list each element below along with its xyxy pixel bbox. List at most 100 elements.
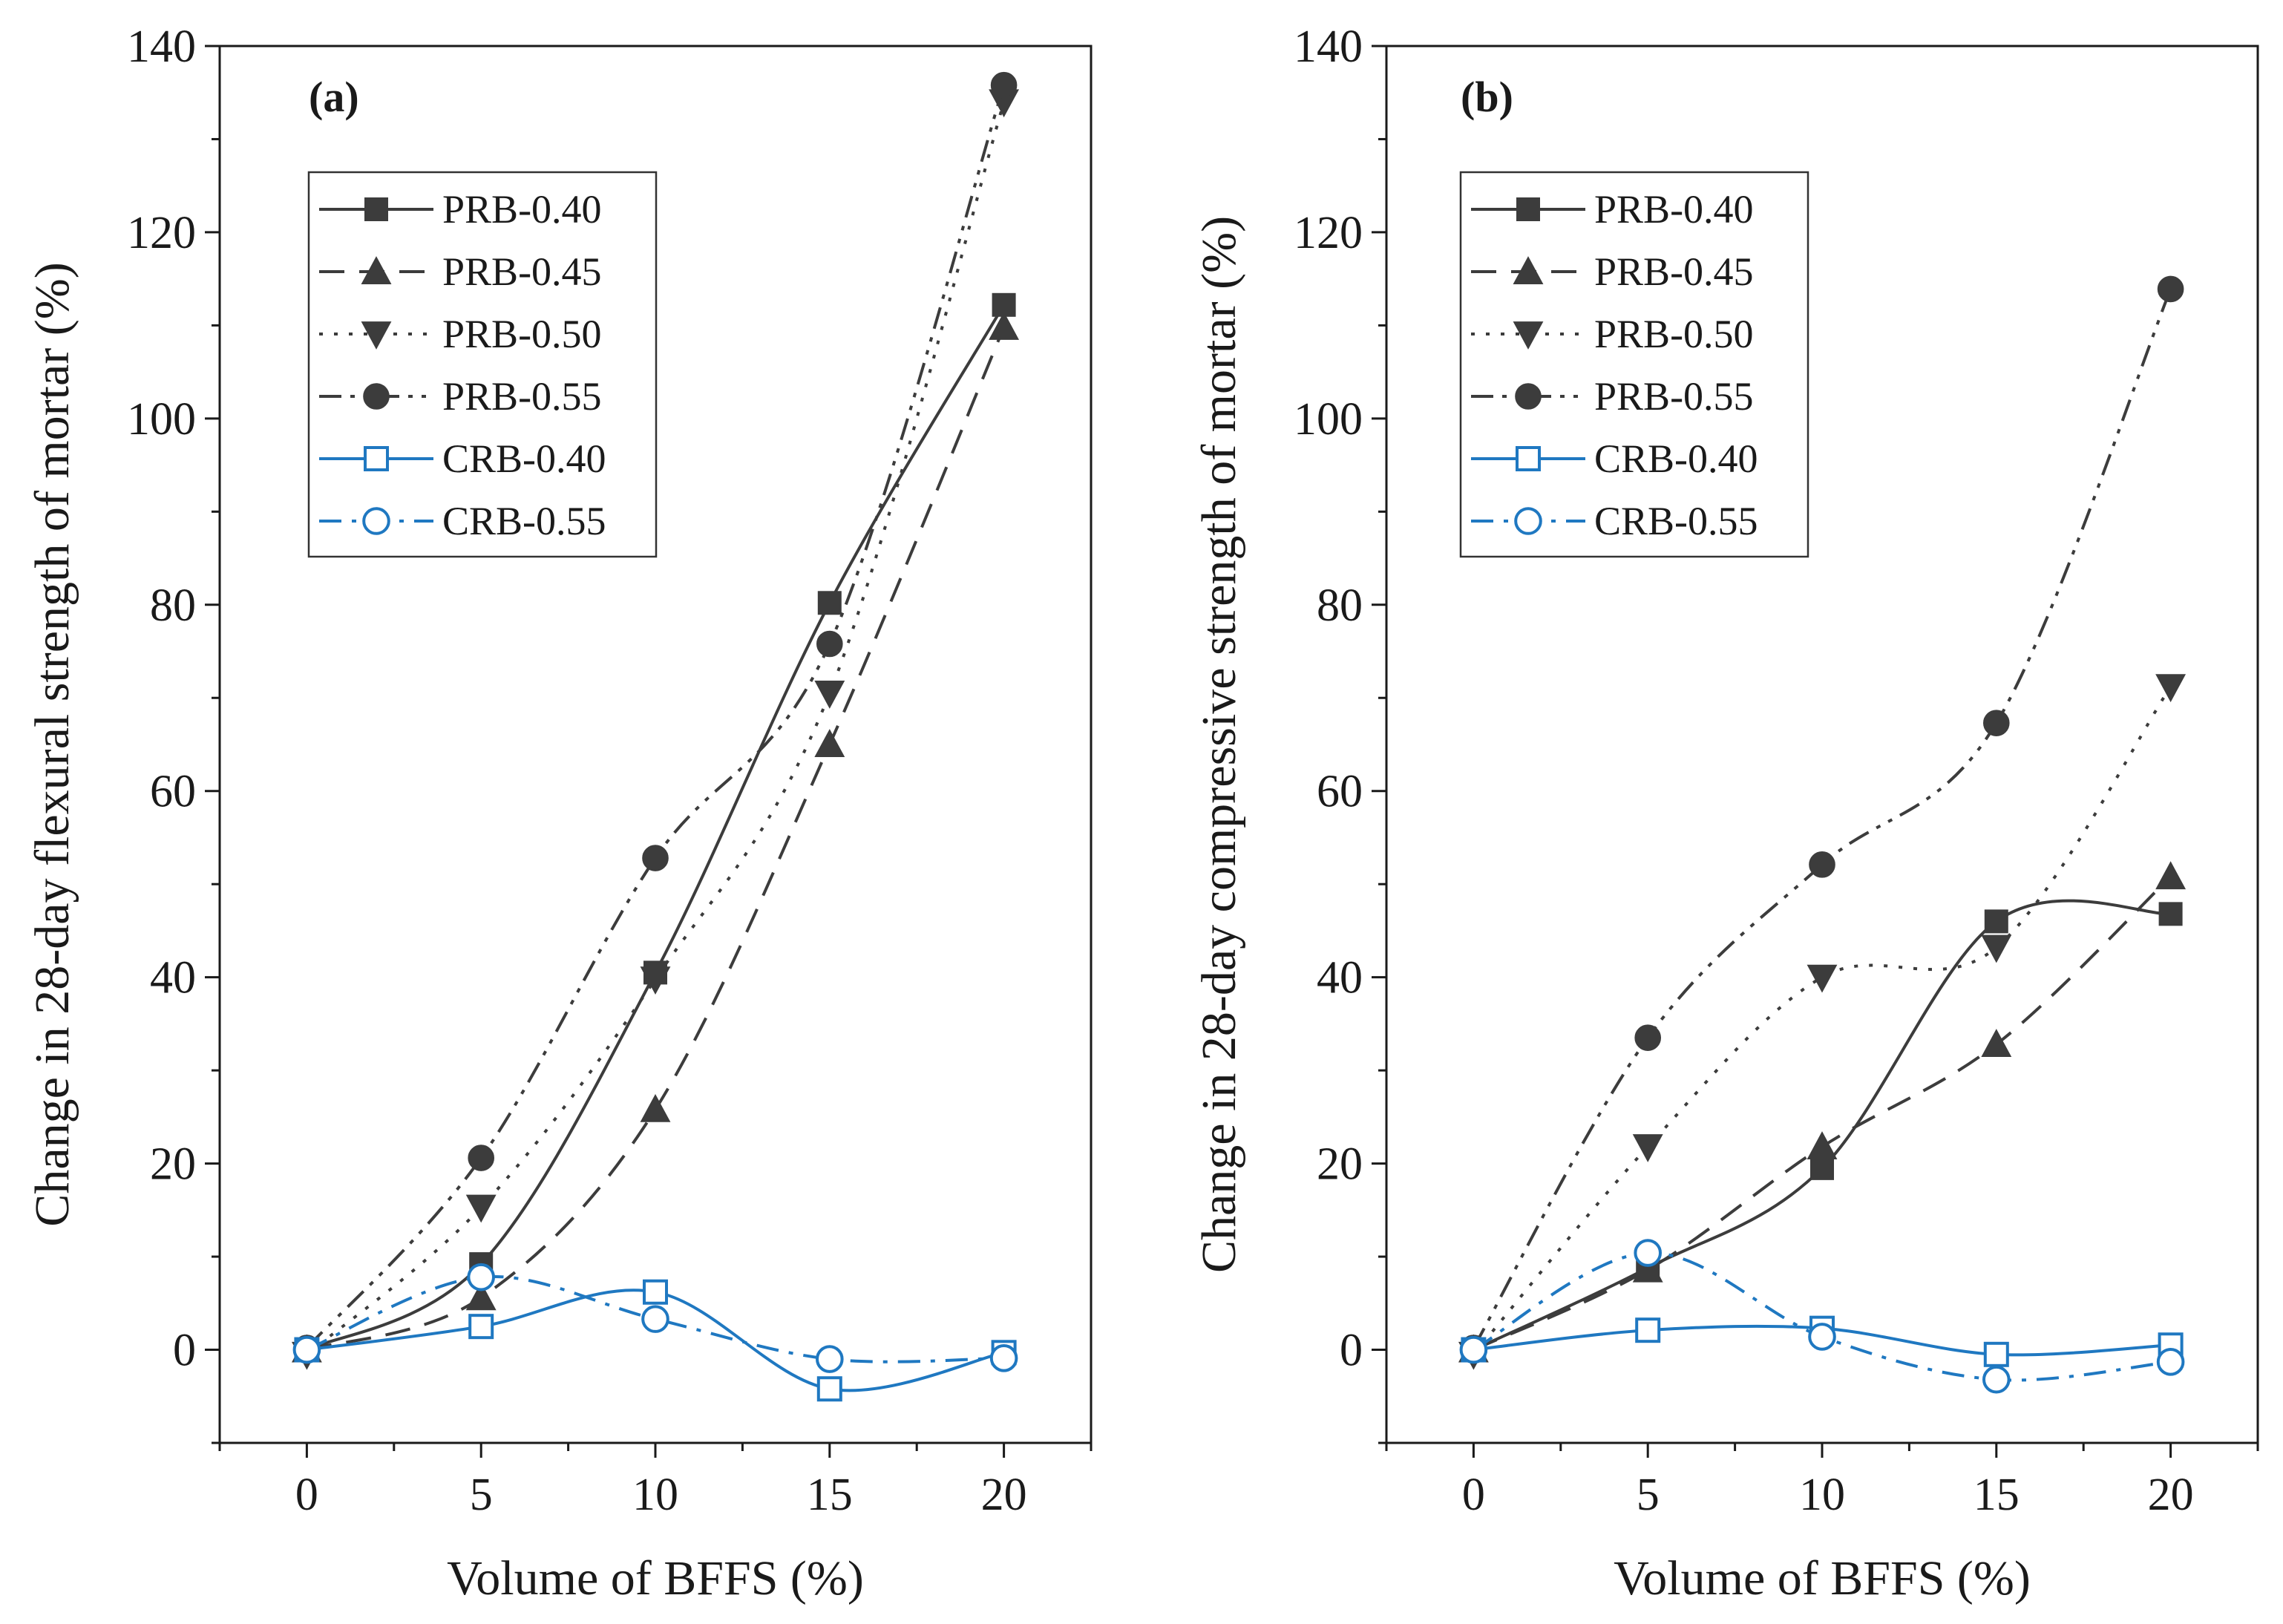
- x-tick-label: 10: [632, 1470, 678, 1520]
- panel-b-label: (b): [1461, 73, 1513, 121]
- circle-marker: [642, 845, 669, 871]
- triangle-down-marker: [1632, 1134, 1663, 1162]
- square-marker: [1516, 446, 1541, 471]
- triangle-down-marker: [1981, 934, 2012, 963]
- y-tick-label: 100: [1294, 394, 1363, 445]
- circle-marker: [1634, 1239, 1662, 1267]
- circle-marker: [1982, 1365, 2011, 1394]
- legend-item: [1471, 383, 1585, 410]
- legend-item: [319, 446, 433, 471]
- panel-b-legend-label: PRB-0.45: [1594, 249, 1754, 294]
- panel-b-legend-label: PRB-0.55: [1594, 374, 1754, 419]
- square-marker: [1516, 197, 1540, 221]
- x-tick-label: 5: [470, 1470, 493, 1520]
- triangle-down-marker: [465, 1194, 497, 1223]
- triangle-down-marker: [814, 681, 845, 709]
- triangle-down-marker: [2155, 674, 2187, 703]
- circle-marker: [2157, 275, 2184, 303]
- series-CRB-0.55: [292, 1263, 1018, 1373]
- y-tick-label: 20: [1317, 1139, 1363, 1190]
- triangle-down-marker: [361, 321, 392, 350]
- y-tick-label: 0: [1340, 1326, 1363, 1376]
- y-tick-label: 80: [150, 580, 196, 631]
- y-tick-label: 80: [1317, 580, 1363, 631]
- circle-marker: [1515, 383, 1542, 410]
- series-line: [306, 304, 1006, 1352]
- square-marker: [364, 197, 388, 221]
- panel-a-ticks: 0 5 10 15 20 0 20 40 60 80 100 120 140: [127, 22, 1093, 1520]
- square-marker: [1983, 1341, 2009, 1367]
- panel-a-x-axis-title: Volume of BFFS (%): [447, 1551, 864, 1605]
- circle-marker: [467, 1263, 496, 1291]
- triangle-down-marker: [1513, 321, 1544, 350]
- legend-item: [319, 321, 433, 350]
- triangle-up-marker: [989, 312, 1020, 340]
- series-line: [1472, 686, 2172, 1356]
- panel-b-ticks: 0 5 10 15 20 0 20 40 60 80 100 120 140: [1294, 22, 2259, 1520]
- y-tick-label: 60: [1317, 767, 1363, 817]
- panel-b-x-axis-title: Volume of BFFS (%): [1614, 1551, 2031, 1605]
- y-tick-label: 140: [1294, 22, 1363, 72]
- x-tick-label: 5: [1637, 1470, 1660, 1520]
- triangle-down-marker: [640, 966, 671, 995]
- panel-a-legend-label: CRB-0.40: [442, 436, 606, 481]
- panel-a-legend-label: PRB-0.45: [442, 249, 602, 294]
- circle-marker: [816, 1345, 844, 1373]
- series-PRB-0.50: [1458, 674, 2187, 1370]
- x-tick-label: 20: [2148, 1470, 2194, 1520]
- circle-marker: [990, 71, 1018, 99]
- circle-marker: [1459, 1335, 1488, 1364]
- y-tick-label: 40: [1317, 953, 1363, 1003]
- legend-item: [319, 197, 433, 221]
- triangle-up-marker: [361, 256, 392, 284]
- series-PRB-0.45: [1458, 861, 2187, 1363]
- legend-item: [1471, 321, 1585, 350]
- circle-marker: [1809, 851, 1835, 878]
- panel-a-y-axis-title: Change in 28-day flexural strength of mo…: [25, 262, 79, 1226]
- x-tick-label: 15: [1974, 1470, 2020, 1520]
- triangle-up-marker: [1632, 1254, 1663, 1283]
- y-tick-label: 0: [173, 1326, 196, 1376]
- triangle-up-marker: [640, 1093, 671, 1122]
- panel-a-legend-label: PRB-0.40: [442, 187, 602, 232]
- x-tick-label: 0: [295, 1470, 318, 1520]
- square-marker: [1984, 909, 2008, 934]
- panel-b-y-axis-title: Change in 28-day compressive strength of…: [1192, 216, 1246, 1273]
- square-marker: [1635, 1317, 1661, 1343]
- square-marker: [816, 1376, 842, 1402]
- panel-b-legend: PRB-0.40 PRB-0.45 PRB-0.50 PRB-0.55 CRB-…: [1459, 171, 1809, 558]
- panel-a-legend-label: PRB-0.50: [442, 312, 602, 356]
- circle-marker: [468, 1145, 495, 1171]
- y-tick-label: 120: [1294, 208, 1363, 258]
- circle-marker: [362, 507, 390, 535]
- circle-marker: [363, 383, 390, 410]
- y-tick-label: 20: [150, 1139, 196, 1190]
- circle-marker: [1514, 507, 1542, 535]
- circle-marker: [292, 1335, 321, 1364]
- panel-b-legend-label: PRB-0.40: [1594, 187, 1754, 232]
- legend-item: [319, 256, 433, 284]
- x-tick-label: 10: [1799, 1470, 1845, 1520]
- series-CRB-0.55: [1459, 1239, 2185, 1394]
- x-tick-label: 20: [981, 1470, 1027, 1520]
- y-tick-label: 120: [127, 208, 196, 258]
- circle-marker: [641, 1305, 669, 1333]
- legend-item: [319, 507, 433, 535]
- legend-item: [1471, 507, 1585, 535]
- square-marker: [364, 446, 389, 471]
- y-tick-label: 140: [127, 22, 196, 72]
- legend-item: [1471, 197, 1585, 221]
- panel-a-legend-box: [307, 171, 658, 558]
- panel-b-legend-label: CRB-0.40: [1594, 436, 1758, 481]
- panel-a-legend: PRB-0.40 PRB-0.45 PRB-0.50 PRB-0.55 CRB-…: [307, 171, 658, 558]
- circle-marker: [2156, 1348, 2185, 1376]
- panel-b-legend-box: [1459, 171, 1809, 558]
- circle-marker: [989, 1344, 1018, 1372]
- circle-marker: [1634, 1024, 1661, 1052]
- panel-b: 0 5 10 15 20 0 20 40 60 80 100 120 140 (b) Volume of…: [1192, 22, 2259, 1605]
- panel-a-legend-label: CRB-0.55: [442, 499, 606, 543]
- series-CRB-0.40: [294, 1279, 1017, 1402]
- circle-marker: [816, 630, 843, 658]
- square-marker: [817, 591, 842, 615]
